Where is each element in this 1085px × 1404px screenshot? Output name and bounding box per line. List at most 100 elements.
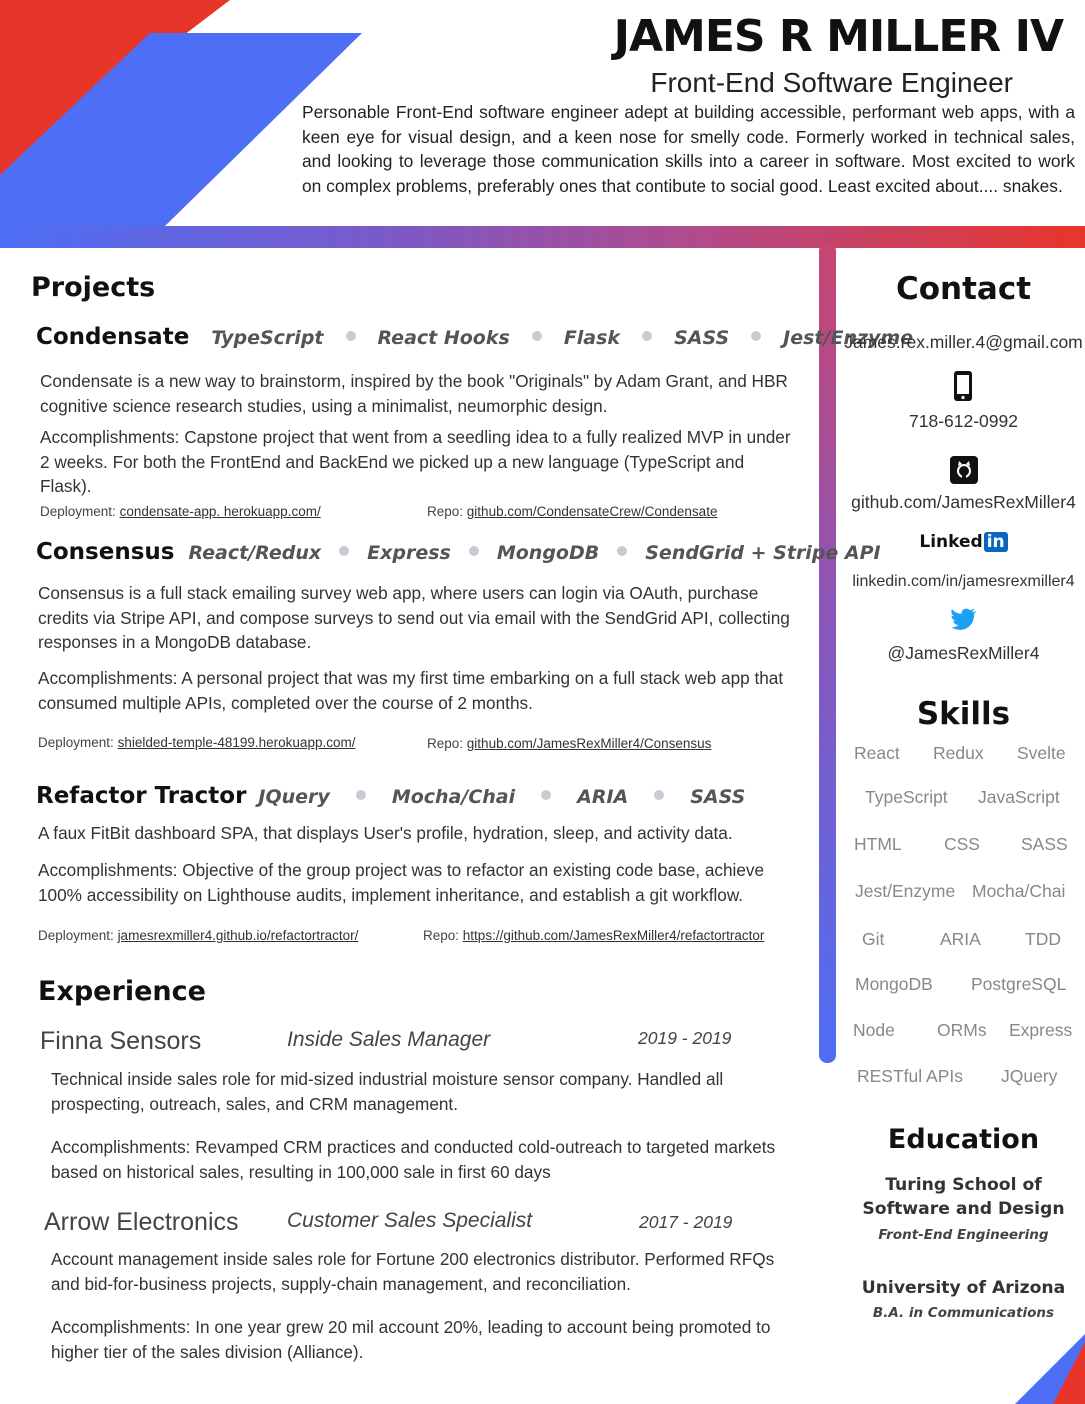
tech-tag: JQuery <box>258 786 330 808</box>
phone-icon <box>954 371 972 401</box>
separator-dot <box>531 331 542 341</box>
project-header: Refactor Tractor JQuery Mocha/Chai ARIA … <box>36 783 745 809</box>
job-company: Finna Sensors <box>40 1027 202 1055</box>
project-description: Condensate is a new way to brainstorm, i… <box>40 371 788 416</box>
skill-tag: React <box>854 743 900 763</box>
tech-tag: SASS <box>674 327 730 349</box>
separator-dot <box>541 790 552 800</box>
candidate-name: JAMES R MILLER IV <box>613 11 1064 62</box>
repo-label: Repo: <box>427 736 464 751</box>
tech-tag: React Hooks <box>377 327 510 349</box>
separator-dot <box>468 546 479 556</box>
experience-heading: Experience <box>38 976 206 1007</box>
skill-tag: PostgreSQL <box>971 974 1067 994</box>
contact-phone[interactable]: 718-612-0992 <box>909 411 1018 431</box>
separator-dot <box>642 331 653 341</box>
separator-dot <box>339 546 350 556</box>
skill-tag: SASS <box>1021 834 1068 854</box>
skills-heading: Skills <box>916 696 1011 732</box>
skill-tag: Git <box>862 929 885 949</box>
skill-tag: TDD <box>1025 929 1061 949</box>
contact-twitter[interactable]: @JamesRexMiller4 <box>887 643 1040 663</box>
contact-heading: Contact <box>895 271 1032 307</box>
contact-github[interactable]: github.com/JamesRexMiller4 <box>851 492 1076 512</box>
deployment-link[interactable]: condensate-app. herokuapp.com/ <box>119 504 321 519</box>
github-icon <box>950 456 978 484</box>
project-links: Deployment: jamesrexmiller4.github.io/re… <box>38 928 358 943</box>
school-name-line: Software and Design <box>862 1199 1065 1219</box>
tech-tag: Jest/Enzyme <box>783 327 914 349</box>
header-gradient-band <box>0 226 1085 248</box>
header-corner-shapes <box>0 0 362 226</box>
project-links: Repo: https://github.com/JamesRexMiller4… <box>423 928 764 943</box>
footer-corner-shapes <box>1015 1334 1085 1404</box>
projects-heading: Projects <box>31 272 156 303</box>
skill-tag: Svelte <box>1017 743 1066 763</box>
project-links: Repo: github.com/JamesRexMiller4/Consens… <box>427 736 711 751</box>
job-title: Inside Sales Manager <box>287 1028 491 1051</box>
job-accomplishments: Accomplishments: Revamped CRM practices … <box>51 1137 776 1182</box>
skill-tag: JavaScript <box>978 787 1060 807</box>
separator-dot <box>751 331 762 341</box>
project-name: Condensate <box>36 324 190 350</box>
separator-dot <box>345 331 356 341</box>
tech-tag: SendGrid + Stripe API <box>645 542 881 564</box>
skill-tag: ARIA <box>940 929 981 949</box>
sidebar-divider <box>819 243 836 1063</box>
linkedin-logo-text: Linked <box>919 532 983 552</box>
skill-tag: Mocha/Chai <box>972 881 1066 901</box>
skill-tag: HTML <box>854 834 902 854</box>
project-header: Condensate TypeScript React Hooks Flask … <box>36 324 913 350</box>
project-links: Deployment: shielded-temple-48199.heroku… <box>38 735 355 750</box>
school-name-line: Turing School of <box>885 1175 1042 1195</box>
deployment-link[interactable]: shielded-temple-48199.herokuapp.com/ <box>117 735 356 750</box>
deployment-label: Deployment: <box>38 928 114 943</box>
project-header: Consensus React/Redux Express MongoDB Se… <box>36 539 881 565</box>
tech-tag: React/Redux <box>188 542 322 564</box>
skill-tag: Node <box>853 1020 895 1040</box>
contact-linkedin[interactable]: linkedin.com/in/jamesrexmiller4 <box>852 573 1075 590</box>
skill-tag: RESTful APIs <box>857 1066 964 1086</box>
repo-link[interactable]: github.com/CondensateCrew/Condensate <box>466 504 718 519</box>
linkedin-logo-badge: in <box>983 532 1008 552</box>
project-accomplishments: Accomplishments: Objective of the group … <box>38 860 765 905</box>
separator-dot <box>355 790 366 800</box>
repo-link[interactable]: github.com/JamesRexMiller4/Consensus <box>466 736 712 751</box>
repo-label: Repo: <box>423 928 460 943</box>
profile-summary: Personable Front-End software engineer a… <box>302 102 1075 196</box>
project-description: Consensus is a full stack emailing surve… <box>38 583 790 653</box>
education-degree: Front-End Engineering <box>878 1227 1049 1243</box>
skill-tag: ORMs <box>937 1020 987 1040</box>
twitter-icon <box>951 608 976 630</box>
separator-dot <box>617 546 628 556</box>
job-description: Technical inside sales role for mid-size… <box>51 1069 724 1114</box>
separator-dot <box>654 790 665 800</box>
linkedin-icon: Linked in <box>842 532 1085 552</box>
project-links: Repo: github.com/CondensateCrew/Condensa… <box>427 504 717 519</box>
skill-tag: JQuery <box>1001 1066 1058 1086</box>
tech-tag: Flask <box>563 327 621 349</box>
tech-tag: Mocha/Chai <box>391 786 516 808</box>
skill-tag: TypeScript <box>865 787 948 807</box>
tech-tag: Express <box>367 542 451 564</box>
job-dates: 2019 - 2019 <box>638 1028 732 1048</box>
deployment-label: Deployment: <box>40 504 116 519</box>
skill-tag: CSS <box>944 834 980 854</box>
project-links: Deployment: condensate-app. herokuapp.co… <box>40 504 321 519</box>
skill-tag: Redux <box>933 743 984 763</box>
skill-tag: MongoDB <box>855 974 933 994</box>
tech-tag: ARIA <box>577 786 629 808</box>
tech-tag: SASS <box>690 786 746 808</box>
tech-tag: MongoDB <box>496 542 600 564</box>
skill-tag: Jest/Enzyme <box>855 881 956 901</box>
job-company: Arrow Electronics <box>44 1208 239 1236</box>
project-accomplishments: Accomplishments: Capstone project that w… <box>40 427 791 497</box>
school-name-line: University of Arizona <box>861 1278 1066 1298</box>
education-school: Turing School of Software and Design <box>842 1173 1085 1221</box>
repo-link[interactable]: https://github.com/JamesRexMiller4/refac… <box>462 928 765 943</box>
job-accomplishments: Accomplishments: In one year grew 20 mil… <box>51 1317 771 1362</box>
contact-email[interactable]: James.rex.miller.4@gmail.com <box>844 332 1083 352</box>
repo-label: Repo: <box>427 504 464 519</box>
deployment-link[interactable]: jamesrexmiller4.github.io/refactortracto… <box>117 928 359 943</box>
project-name: Refactor Tractor <box>36 783 247 809</box>
